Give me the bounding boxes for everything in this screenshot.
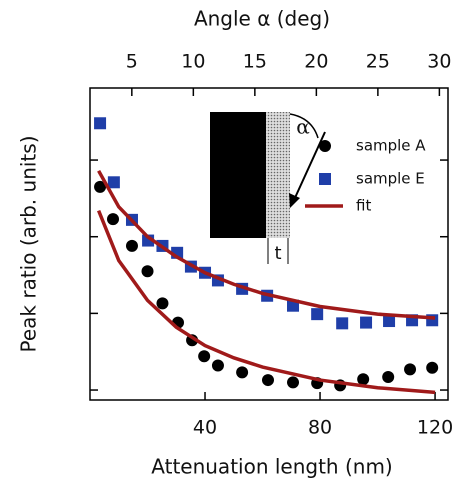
point	[336, 317, 349, 330]
point	[404, 363, 417, 376]
legend-label: sample E	[356, 170, 425, 188]
substrate	[210, 112, 266, 238]
x2-axis-label: Angle α (deg)	[194, 7, 330, 31]
point	[360, 316, 373, 329]
x2-tick-label: 25	[366, 51, 390, 73]
point	[94, 117, 107, 130]
fit-line	[97, 169, 436, 320]
arrow-head	[289, 193, 300, 208]
x2-tick-label: 5	[126, 51, 138, 73]
point	[211, 359, 224, 372]
point	[357, 373, 370, 386]
inset	[210, 112, 326, 264]
point	[107, 176, 120, 189]
point	[125, 239, 138, 252]
x2-tick-label: 15	[243, 51, 267, 73]
plot-frame	[89, 87, 449, 401]
point	[156, 297, 169, 310]
legend-label: sample A	[356, 137, 426, 155]
point	[311, 308, 324, 321]
y-axis-label: Peak ratio (arb. units)	[17, 136, 41, 353]
point	[287, 376, 300, 389]
point	[236, 366, 249, 379]
arrow	[293, 131, 326, 201]
x-axis-label: Attenuation length (nm)	[151, 455, 392, 479]
point	[94, 180, 107, 193]
x2-tick-label: 10	[181, 51, 205, 73]
point	[107, 213, 120, 226]
x-tick-label: 80	[308, 417, 332, 439]
annotation: t	[274, 243, 281, 264]
x2-tick-label: 30	[427, 51, 451, 73]
annotation: α	[296, 115, 310, 139]
legend-marker	[319, 173, 331, 185]
point	[198, 350, 211, 363]
point	[383, 315, 396, 328]
x-tick-label: 40	[193, 417, 217, 439]
point	[426, 361, 439, 374]
layer	[266, 112, 290, 238]
fit-line	[97, 209, 436, 395]
x2-tick-label: 20	[304, 51, 328, 73]
point	[261, 374, 274, 387]
x-tick-label: 120	[417, 417, 453, 439]
legend-marker	[319, 140, 331, 152]
point	[382, 371, 395, 384]
legend-label: fit	[356, 197, 371, 215]
point	[141, 265, 154, 278]
angle-arc	[289, 113, 319, 139]
